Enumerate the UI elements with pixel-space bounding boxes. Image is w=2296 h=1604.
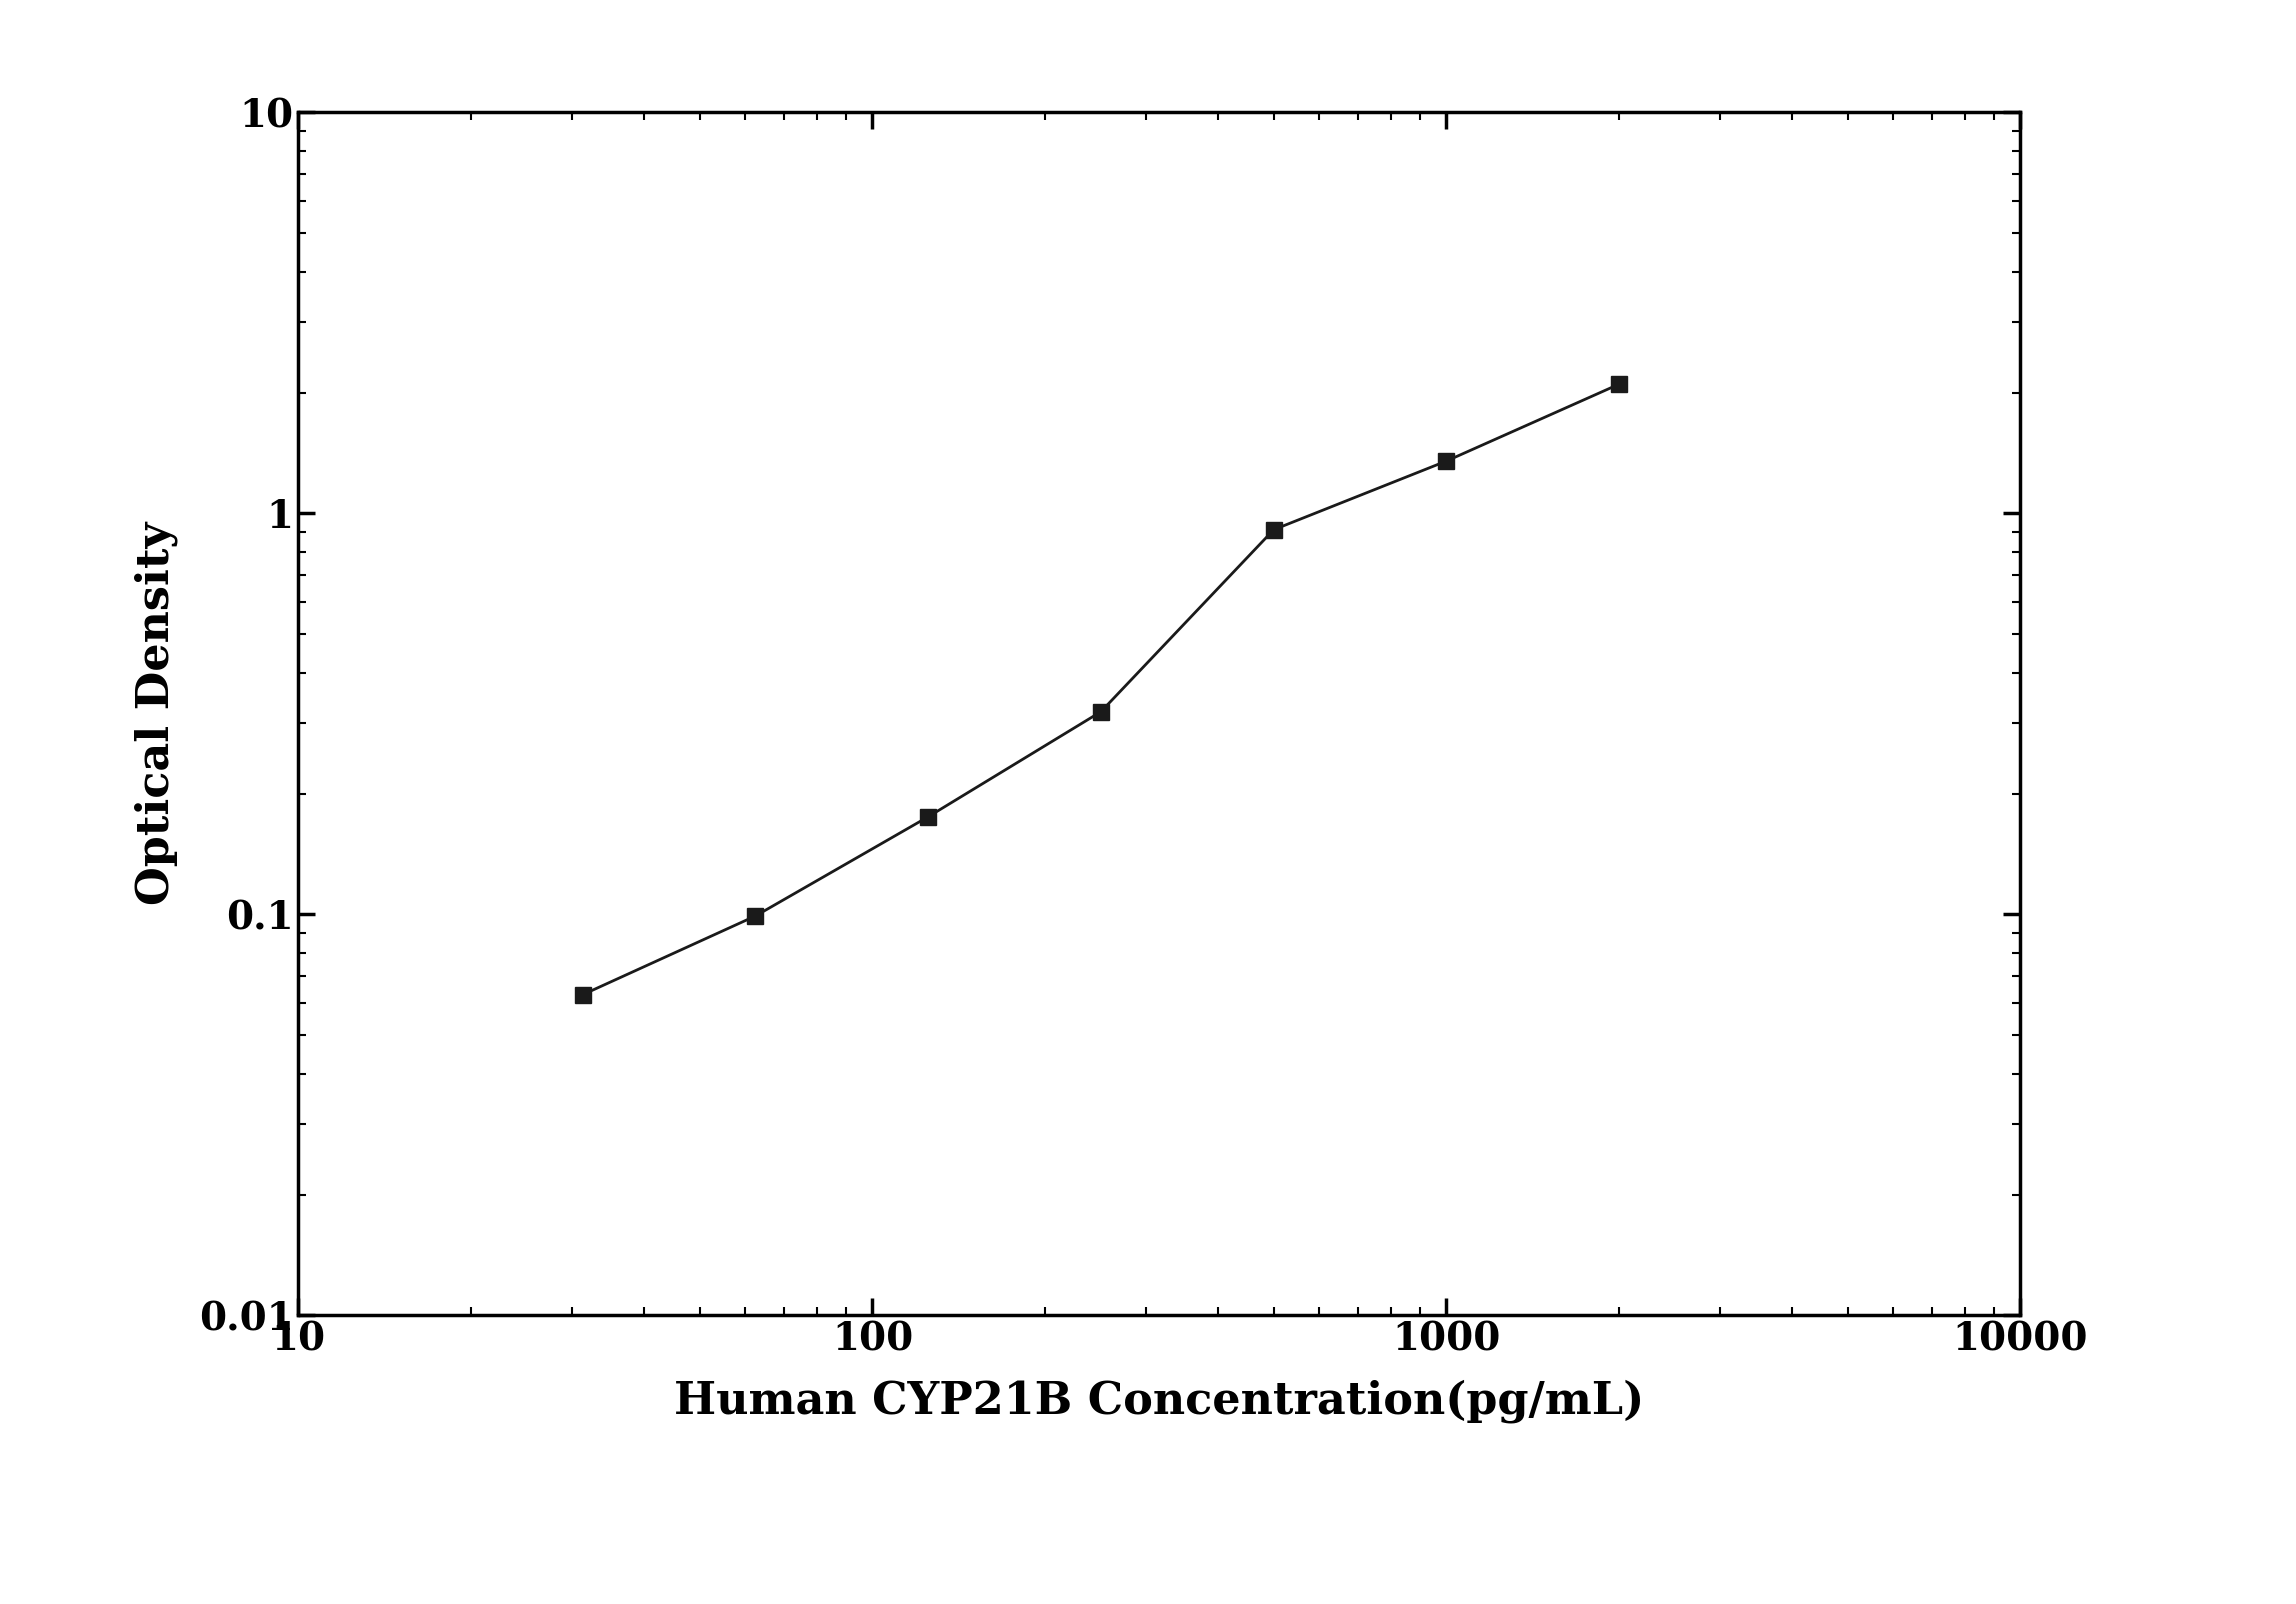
X-axis label: Human CYP21B Concentration(pg/mL): Human CYP21B Concentration(pg/mL) bbox=[675, 1379, 1644, 1423]
Y-axis label: Optical Density: Optical Density bbox=[135, 523, 179, 905]
